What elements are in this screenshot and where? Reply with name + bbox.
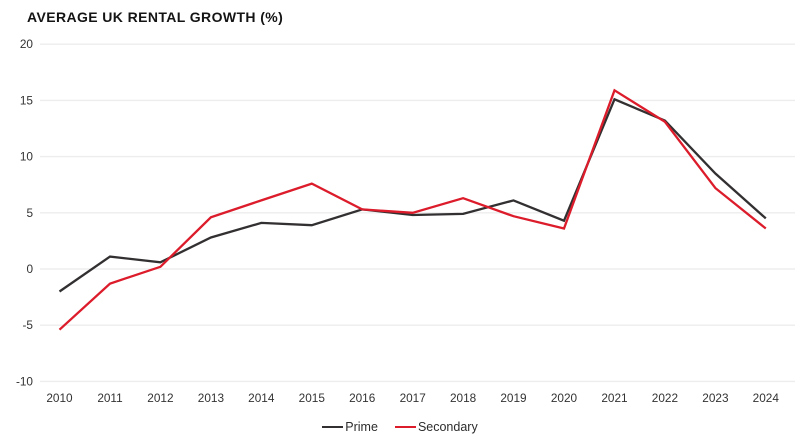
- x-axis-tick-label: 2014: [248, 391, 275, 405]
- y-axis-tick-label: 5: [26, 206, 33, 220]
- y-axis-tick-label: -5: [23, 318, 34, 332]
- legend-item-secondary: Secondary: [394, 420, 478, 434]
- legend-line-swatch-secondary: [394, 425, 416, 429]
- y-axis-tick-label: 10: [20, 150, 34, 164]
- x-axis-tick-label: 2018: [450, 391, 477, 405]
- x-axis-tick-label: 2024: [753, 391, 780, 405]
- series-line-prime: [58, 97, 767, 293]
- chart-title: AVERAGE UK RENTAL GROWTH (%): [27, 9, 284, 25]
- legend-label: Secondary: [417, 420, 478, 434]
- x-axis-tick-label: 2022: [652, 391, 678, 405]
- x-axis-tick-label: 2023: [702, 391, 729, 405]
- x-axis-tick-label: 2015: [299, 391, 326, 405]
- x-axis-tick-label: 2019: [500, 391, 526, 405]
- series-line-secondary: [58, 88, 767, 331]
- x-axis-tick-label: 2021: [601, 391, 627, 405]
- y-axis-tick-label: 15: [20, 93, 34, 107]
- x-axis-tick-label: 2017: [400, 391, 426, 405]
- x-axis-tick-label: 2010: [46, 391, 73, 405]
- chart-legend: Prime Secondary: [0, 420, 800, 434]
- x-axis-tick-label: 2020: [551, 391, 578, 405]
- x-axis-tick-label: 2012: [147, 391, 173, 405]
- x-axis-tick-label: 2013: [198, 391, 225, 405]
- x-axis-tick-label: 2011: [97, 391, 122, 405]
- x-axis-tick-label: 2016: [349, 391, 376, 405]
- y-axis-tick-label: 20: [20, 37, 34, 51]
- legend-label: Prime: [345, 420, 378, 434]
- y-axis-tick-label: 0: [26, 262, 33, 276]
- legend-line-swatch-prime: [322, 425, 344, 429]
- y-axis-tick-label: -10: [16, 374, 33, 388]
- legend-item-prime: Prime: [322, 420, 378, 434]
